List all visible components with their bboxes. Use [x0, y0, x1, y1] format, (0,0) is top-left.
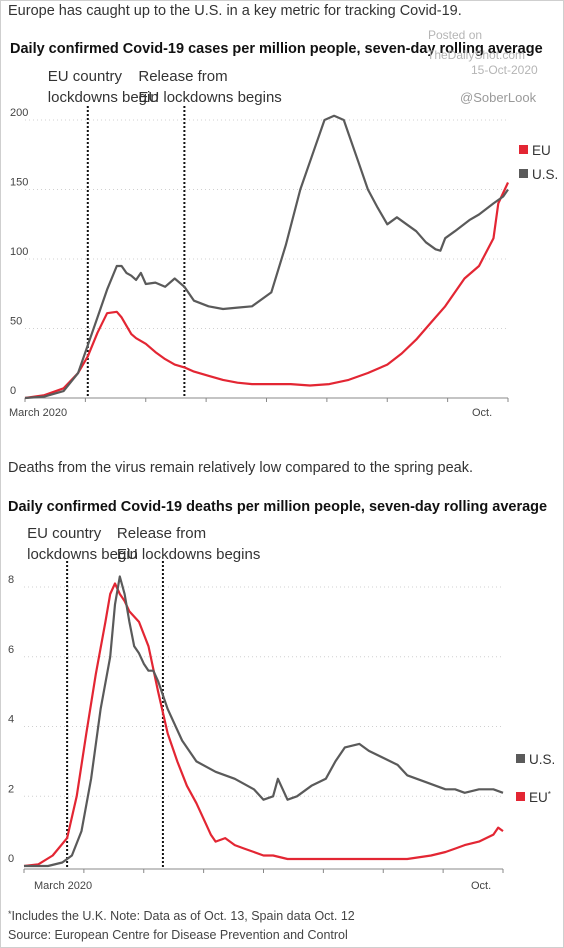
deaths-marker-label-1: EU country	[27, 525, 102, 542]
deaths-y-tick-label: 2	[8, 783, 14, 795]
cases-marker-label-2: EU lockdowns begins	[138, 89, 281, 106]
footnote-text: Includes the U.K. Note: Data as of Oct. …	[11, 909, 355, 923]
cases-y-tick-label: 50	[10, 316, 22, 328]
cases-marker-label-1: EU country	[48, 68, 123, 85]
legend-footnote-marker: *	[548, 790, 551, 799]
cases-legend-label-eu: EU	[532, 143, 551, 158]
cases-legend-swatch-eu	[519, 145, 528, 154]
cases-series-us-line	[24, 114, 509, 400]
deaths-legend-swatch-us	[516, 754, 525, 763]
cases-series-eu-line	[24, 182, 509, 400]
footnote: *Includes the U.K. Note: Data as of Oct.…	[8, 909, 355, 923]
cases-y-tick-label: 100	[10, 246, 28, 258]
cases-marker-label-2: Release from	[138, 68, 227, 85]
cases-marker-label-1: lockdowns begin	[48, 89, 159, 106]
source-line: Source: European Centre for Disease Prev…	[8, 928, 348, 942]
deaths-series-eu-line	[23, 582, 504, 868]
deaths-legend-swatch-eu	[516, 792, 525, 801]
watermark-site: TheDailyShot.com	[427, 48, 526, 62]
deaths-y-tick-label: 0	[8, 853, 14, 865]
cases-chart: 0 50 100 150 200 March 2020 Oct. EU country lock…	[9, 68, 558, 419]
cases-x-label-start: March 2020	[9, 407, 67, 419]
deaths-chart-title: Daily confirmed Covid-19 deaths per mill…	[8, 499, 548, 515]
deaths-x-label-end: Oct.	[471, 880, 491, 892]
watermark-handle: @SoberLook	[460, 90, 537, 105]
deaths-y-tick-label: 6	[8, 644, 14, 656]
deaths-x-label-start: March 2020	[34, 880, 92, 892]
cases-legend-label-us: U.S.	[532, 167, 558, 182]
deaths-y-tick-label: 4	[8, 714, 14, 726]
footnote-marker: *	[8, 909, 12, 919]
cases-y-tick-label: 150	[10, 177, 28, 189]
cases-chart-title: Daily confirmed Covid-19 cases per milli…	[10, 41, 543, 57]
cases-y-tick-label: 200	[10, 107, 28, 119]
watermark-posted-label: Posted on	[428, 28, 483, 42]
intro-text-cases: Europe has caught up to the U.S. in a ke…	[8, 3, 462, 19]
deaths-legend-label-eu: EU*	[529, 790, 551, 805]
deaths-series-us-line	[24, 575, 504, 868]
deaths-marker-label-2: EU lockdowns begins	[117, 546, 260, 563]
deaths-marker-label-2: Release from	[117, 525, 206, 542]
deaths-chart: 0 2 4 6 8 March 2020 Oct. EU country lockdowns b…	[8, 525, 555, 892]
deaths-legend-label-us: U.S.	[529, 752, 555, 767]
watermark-date: 15-Oct-2020	[471, 63, 538, 77]
cases-legend-swatch-us	[519, 169, 528, 178]
cases-x-label-end: Oct.	[472, 407, 492, 419]
deaths-marker-label-1: lockdowns begin	[27, 546, 138, 563]
intro-text-deaths: Deaths from the virus remain relatively …	[8, 460, 474, 476]
deaths-y-tick-label: 8	[8, 574, 14, 586]
cases-y-tick-label: 0	[10, 385, 16, 397]
